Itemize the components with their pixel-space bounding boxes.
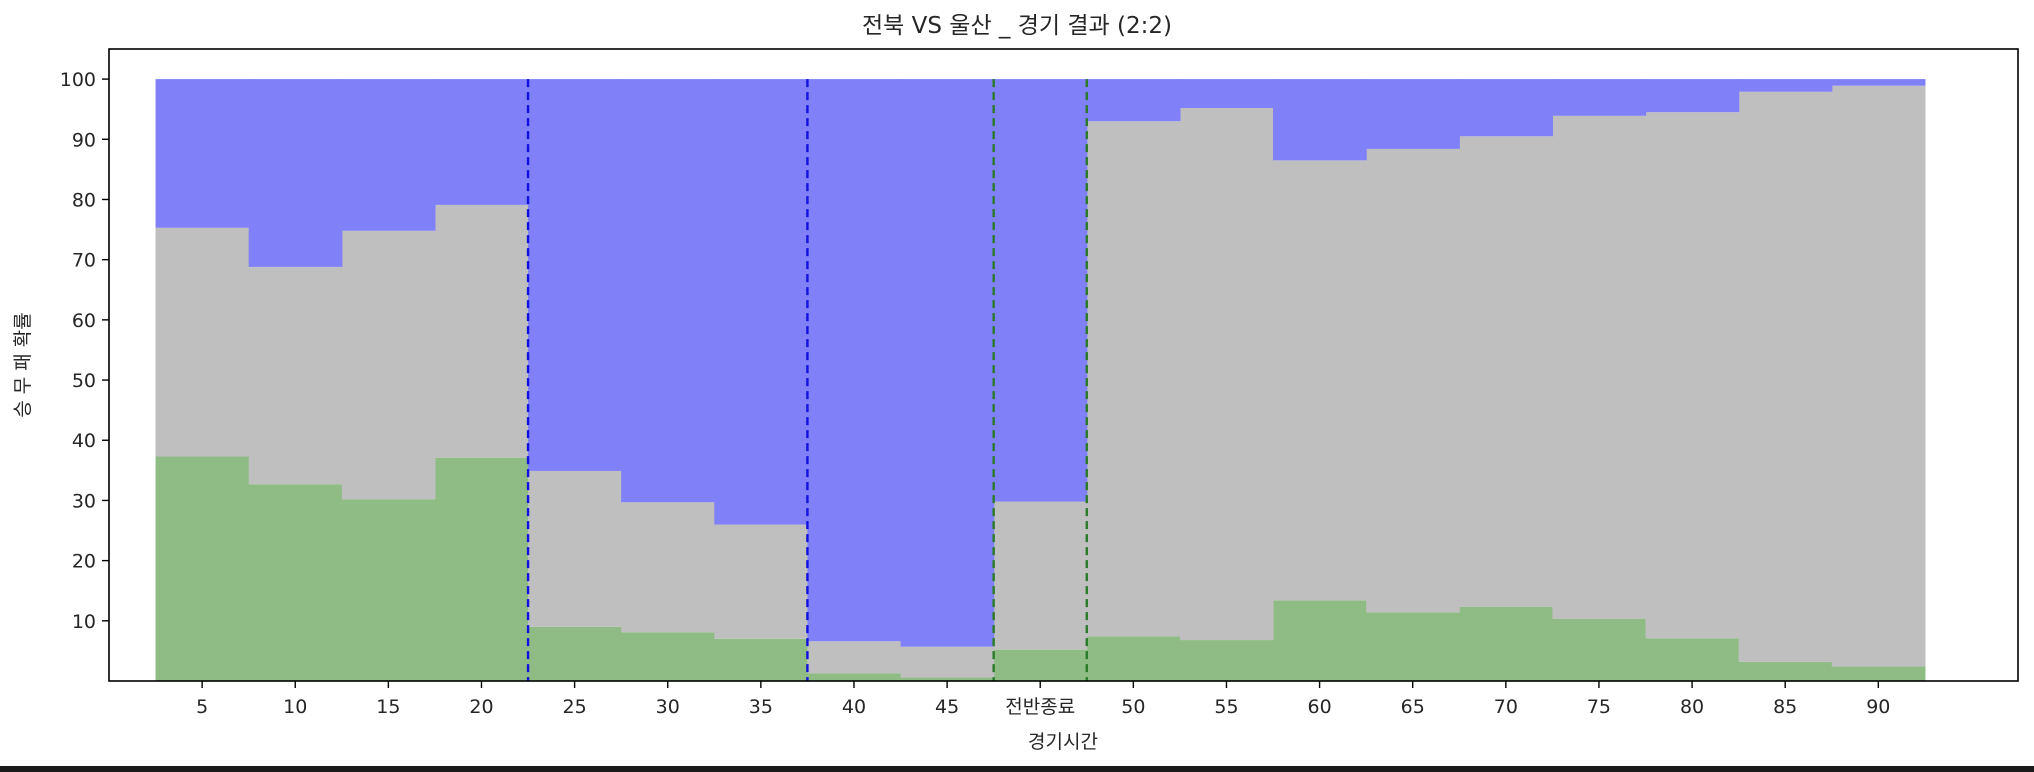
x-tick-label-6: 35	[749, 696, 773, 718]
y-tick-label-30: 30	[72, 490, 96, 512]
bar-blue-9	[993, 79, 1088, 502]
y-tick-label-80: 80	[72, 189, 96, 211]
bar-green-3	[434, 457, 529, 681]
bar-gray-4	[528, 470, 622, 627]
bars-layer	[155, 79, 1926, 681]
bar-gray-5	[621, 502, 715, 633]
bar-green-17	[1738, 661, 1833, 681]
bar-blue-5	[621, 79, 715, 503]
bar-blue-18	[1831, 79, 1926, 86]
bar-green-15	[1552, 619, 1647, 681]
y-tick-label-20: 20	[72, 551, 96, 573]
bar-blue-12	[1273, 79, 1367, 161]
x-tick-label-3: 20	[469, 696, 493, 718]
bar-gray-10	[1086, 121, 1181, 637]
bar-blue-7	[807, 79, 902, 642]
bar-green-16	[1645, 638, 1740, 681]
bar-gray-0	[155, 227, 250, 457]
bar-green-13	[1366, 612, 1460, 681]
bar-gray-2	[341, 230, 436, 500]
bar-blue-3	[434, 79, 529, 205]
bar-blue-14	[1459, 79, 1553, 137]
x-tick-label-7: 40	[842, 696, 866, 718]
bar-blue-1	[248, 79, 343, 267]
y-tick-label-70: 70	[72, 250, 96, 272]
bar-green-5	[621, 632, 715, 681]
bar-gray-14	[1459, 136, 1553, 607]
bar-green-2	[341, 499, 436, 681]
bar-blue-0	[155, 79, 250, 228]
x-tick-label-18: 90	[1866, 696, 1890, 718]
bar-blue-4	[528, 79, 622, 471]
y-tick-label-40: 40	[72, 430, 96, 452]
x-tick-label-0: 5	[196, 696, 208, 718]
bar-blue-13	[1366, 79, 1460, 149]
bar-green-6	[714, 638, 809, 681]
y-axis-label: 승 무 패 확률	[12, 312, 34, 418]
x-tick-label-8: 45	[935, 696, 959, 718]
bar-gray-18	[1831, 85, 1926, 667]
x-tick-label-11: 55	[1214, 696, 1238, 718]
chart-title: 전북 VS 울산 _ 경기 결과 (2:2)	[862, 13, 1172, 39]
bar-green-1	[248, 484, 343, 681]
bar-gray-15	[1552, 115, 1647, 619]
x-tick-label-14: 70	[1494, 696, 1518, 718]
bar-green-18	[1831, 666, 1926, 681]
event-lines-layer	[526, 79, 1088, 681]
x-tick-label-9: 전반종료	[1005, 696, 1075, 718]
bar-blue-8	[900, 79, 995, 647]
bar-green-9	[993, 649, 1088, 681]
x-tick-label-13: 65	[1401, 696, 1425, 718]
y-tick-label-100: 100	[60, 69, 96, 91]
x-tick-label-4: 25	[563, 696, 587, 718]
y-tick-label-50: 50	[72, 370, 96, 392]
bar-gray-6	[714, 524, 809, 639]
bar-green-7	[807, 673, 902, 681]
bar-gray-3	[434, 204, 529, 458]
plot-frame	[108, 48, 2019, 682]
x-axis: 5 10 15 20 25 30 35 40 45 전반종료 50 55 60 65 70 75 80 85 90	[196, 681, 1890, 718]
bar-blue-15	[1552, 79, 1647, 116]
bar-gray-8	[900, 646, 995, 678]
bar-blue-11	[1179, 79, 1274, 108]
bar-gray-17	[1738, 91, 1833, 662]
x-axis-label: 경기시간	[1028, 731, 1098, 753]
bar-gray-13	[1366, 148, 1460, 613]
bar-gray-7	[807, 641, 902, 674]
bar-blue-2	[341, 79, 436, 231]
bar-gray-11	[1179, 107, 1274, 641]
bar-green-10	[1086, 636, 1181, 681]
x-tick-label-12: 60	[1307, 696, 1331, 718]
x-tick-label-10: 50	[1121, 696, 1145, 718]
bar-green-8	[900, 677, 995, 681]
bar-gray-12	[1273, 160, 1367, 601]
x-tick-label-16: 80	[1680, 696, 1704, 718]
y-axis: 10 20 30 40 50 60 70 80 90 100	[60, 69, 109, 633]
bar-green-0	[155, 456, 250, 681]
bar-blue-17	[1738, 79, 1833, 92]
bar-gray-1	[248, 266, 343, 485]
bar-green-12	[1273, 600, 1367, 681]
x-tick-label-17: 85	[1773, 696, 1797, 718]
x-tick-label-1: 10	[283, 696, 307, 718]
y-tick-label-90: 90	[72, 129, 96, 151]
bar-green-11	[1179, 640, 1274, 681]
x-tick-label-2: 15	[376, 696, 400, 718]
window-bottom-edge	[0, 766, 2034, 772]
x-tick-label-15: 75	[1587, 696, 1611, 718]
y-tick-label-10: 10	[72, 611, 96, 633]
x-tick-label-5: 30	[656, 696, 680, 718]
bar-green-14	[1459, 606, 1553, 681]
bar-blue-10	[1086, 79, 1181, 122]
bar-blue-6	[714, 79, 809, 525]
y-tick-label-60: 60	[72, 310, 96, 332]
bar-gray-9	[993, 501, 1088, 650]
bar-blue-16	[1645, 79, 1740, 113]
bar-green-4	[528, 626, 622, 681]
bar-gray-16	[1645, 112, 1740, 639]
